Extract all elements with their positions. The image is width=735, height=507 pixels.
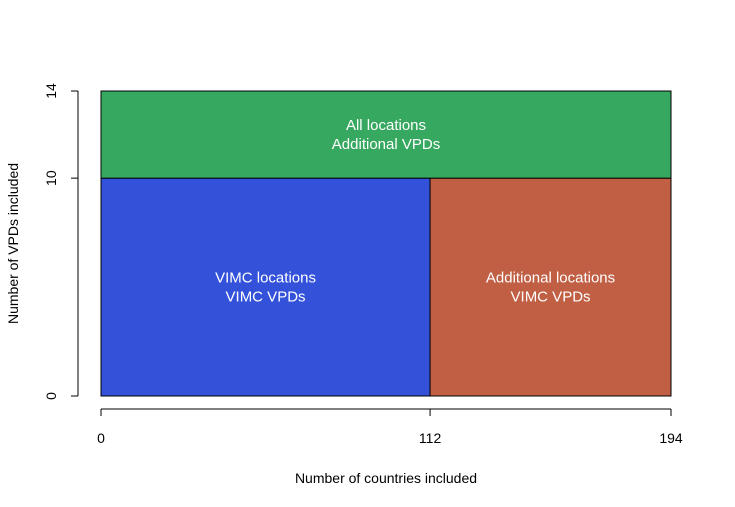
x-tick-label-1: 112 <box>419 430 442 446</box>
x-tick-label-2: 194 <box>659 430 683 446</box>
y-tick-label-1: 10 <box>43 170 59 186</box>
region-1 <box>429 177 672 397</box>
y-axis-title: Number of VPDs included <box>5 163 21 324</box>
x-axis: 0 112 194 <box>97 408 683 446</box>
y-tick-label-0: 0 <box>43 392 59 400</box>
y-tick-label-2: 14 <box>43 83 59 99</box>
region-2-label-line-1: Additional VPDs <box>332 136 440 153</box>
y-axis: 0 10 14 <box>43 83 79 400</box>
region-0-label-line-0: VIMC locations <box>215 270 316 287</box>
x-tick-label-0: 0 <box>97 430 105 446</box>
x-axis-title: Number of countries included <box>295 470 477 486</box>
region-0 <box>100 177 431 397</box>
region-2 <box>100 90 672 179</box>
region-1-label-line-1: VIMC VPDs <box>511 289 591 306</box>
region-2-label-line-0: All locations <box>346 117 426 134</box>
region-0-label-line-1: VIMC VPDs <box>226 289 306 306</box>
region-1-label-line-0: Additional locations <box>486 270 615 287</box>
regions-layer <box>100 90 672 397</box>
region-labels-layer: VIMC locations VIMC VPDs Additional locati… <box>215 117 615 306</box>
